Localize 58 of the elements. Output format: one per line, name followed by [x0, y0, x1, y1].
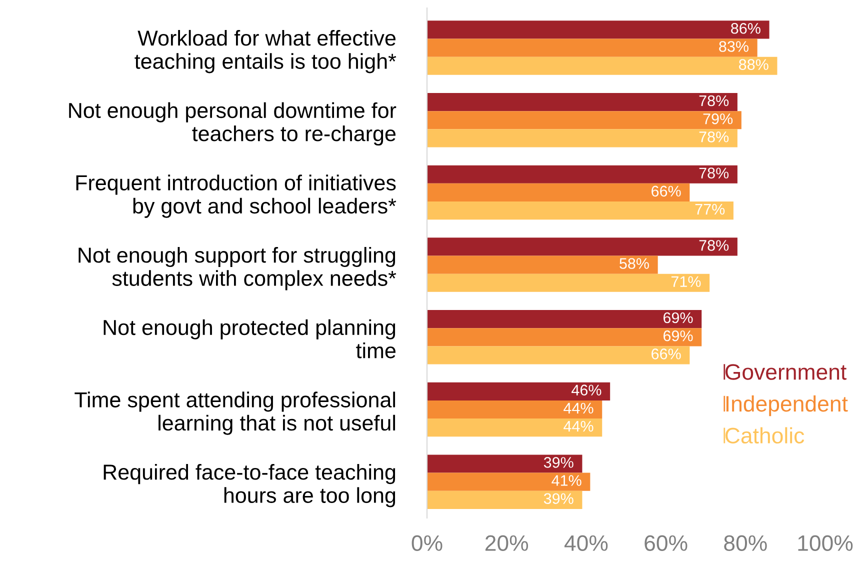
bar	[427, 111, 742, 130]
bar	[427, 382, 610, 400]
bar	[427, 454, 582, 473]
data-label: 44%	[564, 420, 594, 432]
y-tick-label: Time spent attending professional learning that is not useful	[74, 392, 396, 435]
y-tick-label: Workload for what effective teaching entails is too high*	[134, 30, 396, 74]
bar	[427, 400, 602, 419]
data-label: 83%	[719, 41, 748, 52]
data-label: 88%	[739, 59, 768, 70]
x-tick-label: 40%	[564, 535, 608, 551]
bar	[427, 20, 770, 39]
y-tick-label: Not enough personal downtime for teachers to re-charge	[69, 102, 396, 146]
legend-label: Government	[726, 364, 846, 380]
bar	[427, 183, 690, 202]
x-tick-label: 0%	[412, 535, 442, 551]
bar	[427, 418, 602, 437]
bar	[427, 472, 590, 491]
y-tick-label: Required face-to-face teaching hours are too long	[104, 464, 396, 508]
data-label: 71%	[671, 276, 701, 287]
data-label: 86%	[731, 22, 760, 34]
data-label: 39%	[544, 457, 574, 468]
data-label: 78%	[699, 95, 729, 106]
bar	[427, 93, 738, 112]
y-tick-label: Not enough support for struggling students with complex needs*	[78, 246, 396, 290]
data-label: 79%	[703, 113, 733, 124]
data-label: 66%	[652, 186, 681, 197]
bar	[427, 490, 582, 509]
bar	[427, 256, 658, 274]
data-label: 46%	[572, 384, 602, 396]
bar	[427, 328, 702, 346]
data-label: 78%	[699, 168, 729, 178]
bar	[427, 56, 778, 75]
data-label: 41%	[552, 475, 582, 486]
data-label: 66%	[652, 348, 681, 360]
x-tick-label: 20%	[485, 535, 528, 551]
bar	[427, 310, 702, 328]
data-label: 39%	[544, 493, 574, 504]
data-label: 69%	[664, 330, 693, 342]
data-label: 78%	[699, 131, 729, 142]
bar	[427, 129, 738, 148]
x-tick-label: 100%	[798, 535, 853, 551]
bar	[427, 238, 738, 256]
legend-label: Independent	[726, 395, 848, 416]
data-label: 78%	[699, 240, 729, 251]
x-tick-label: 60%	[644, 535, 688, 551]
legend-label: Catholic	[726, 427, 804, 444]
data-label: 58%	[620, 258, 649, 269]
bar	[427, 274, 710, 292]
bar	[427, 202, 734, 220]
x-tick-label: 80%	[724, 535, 767, 551]
data-label: 44%	[564, 402, 594, 414]
bar	[427, 346, 690, 364]
y-tick-label: Frequent introduction of initiatives by govt and school leaders*	[76, 174, 396, 218]
y-tick-label: Not enough protected planning time	[104, 319, 396, 358]
bar	[427, 38, 758, 57]
bar	[427, 165, 738, 184]
data-label: 77%	[695, 204, 725, 215]
data-label: 69%	[664, 312, 693, 324]
